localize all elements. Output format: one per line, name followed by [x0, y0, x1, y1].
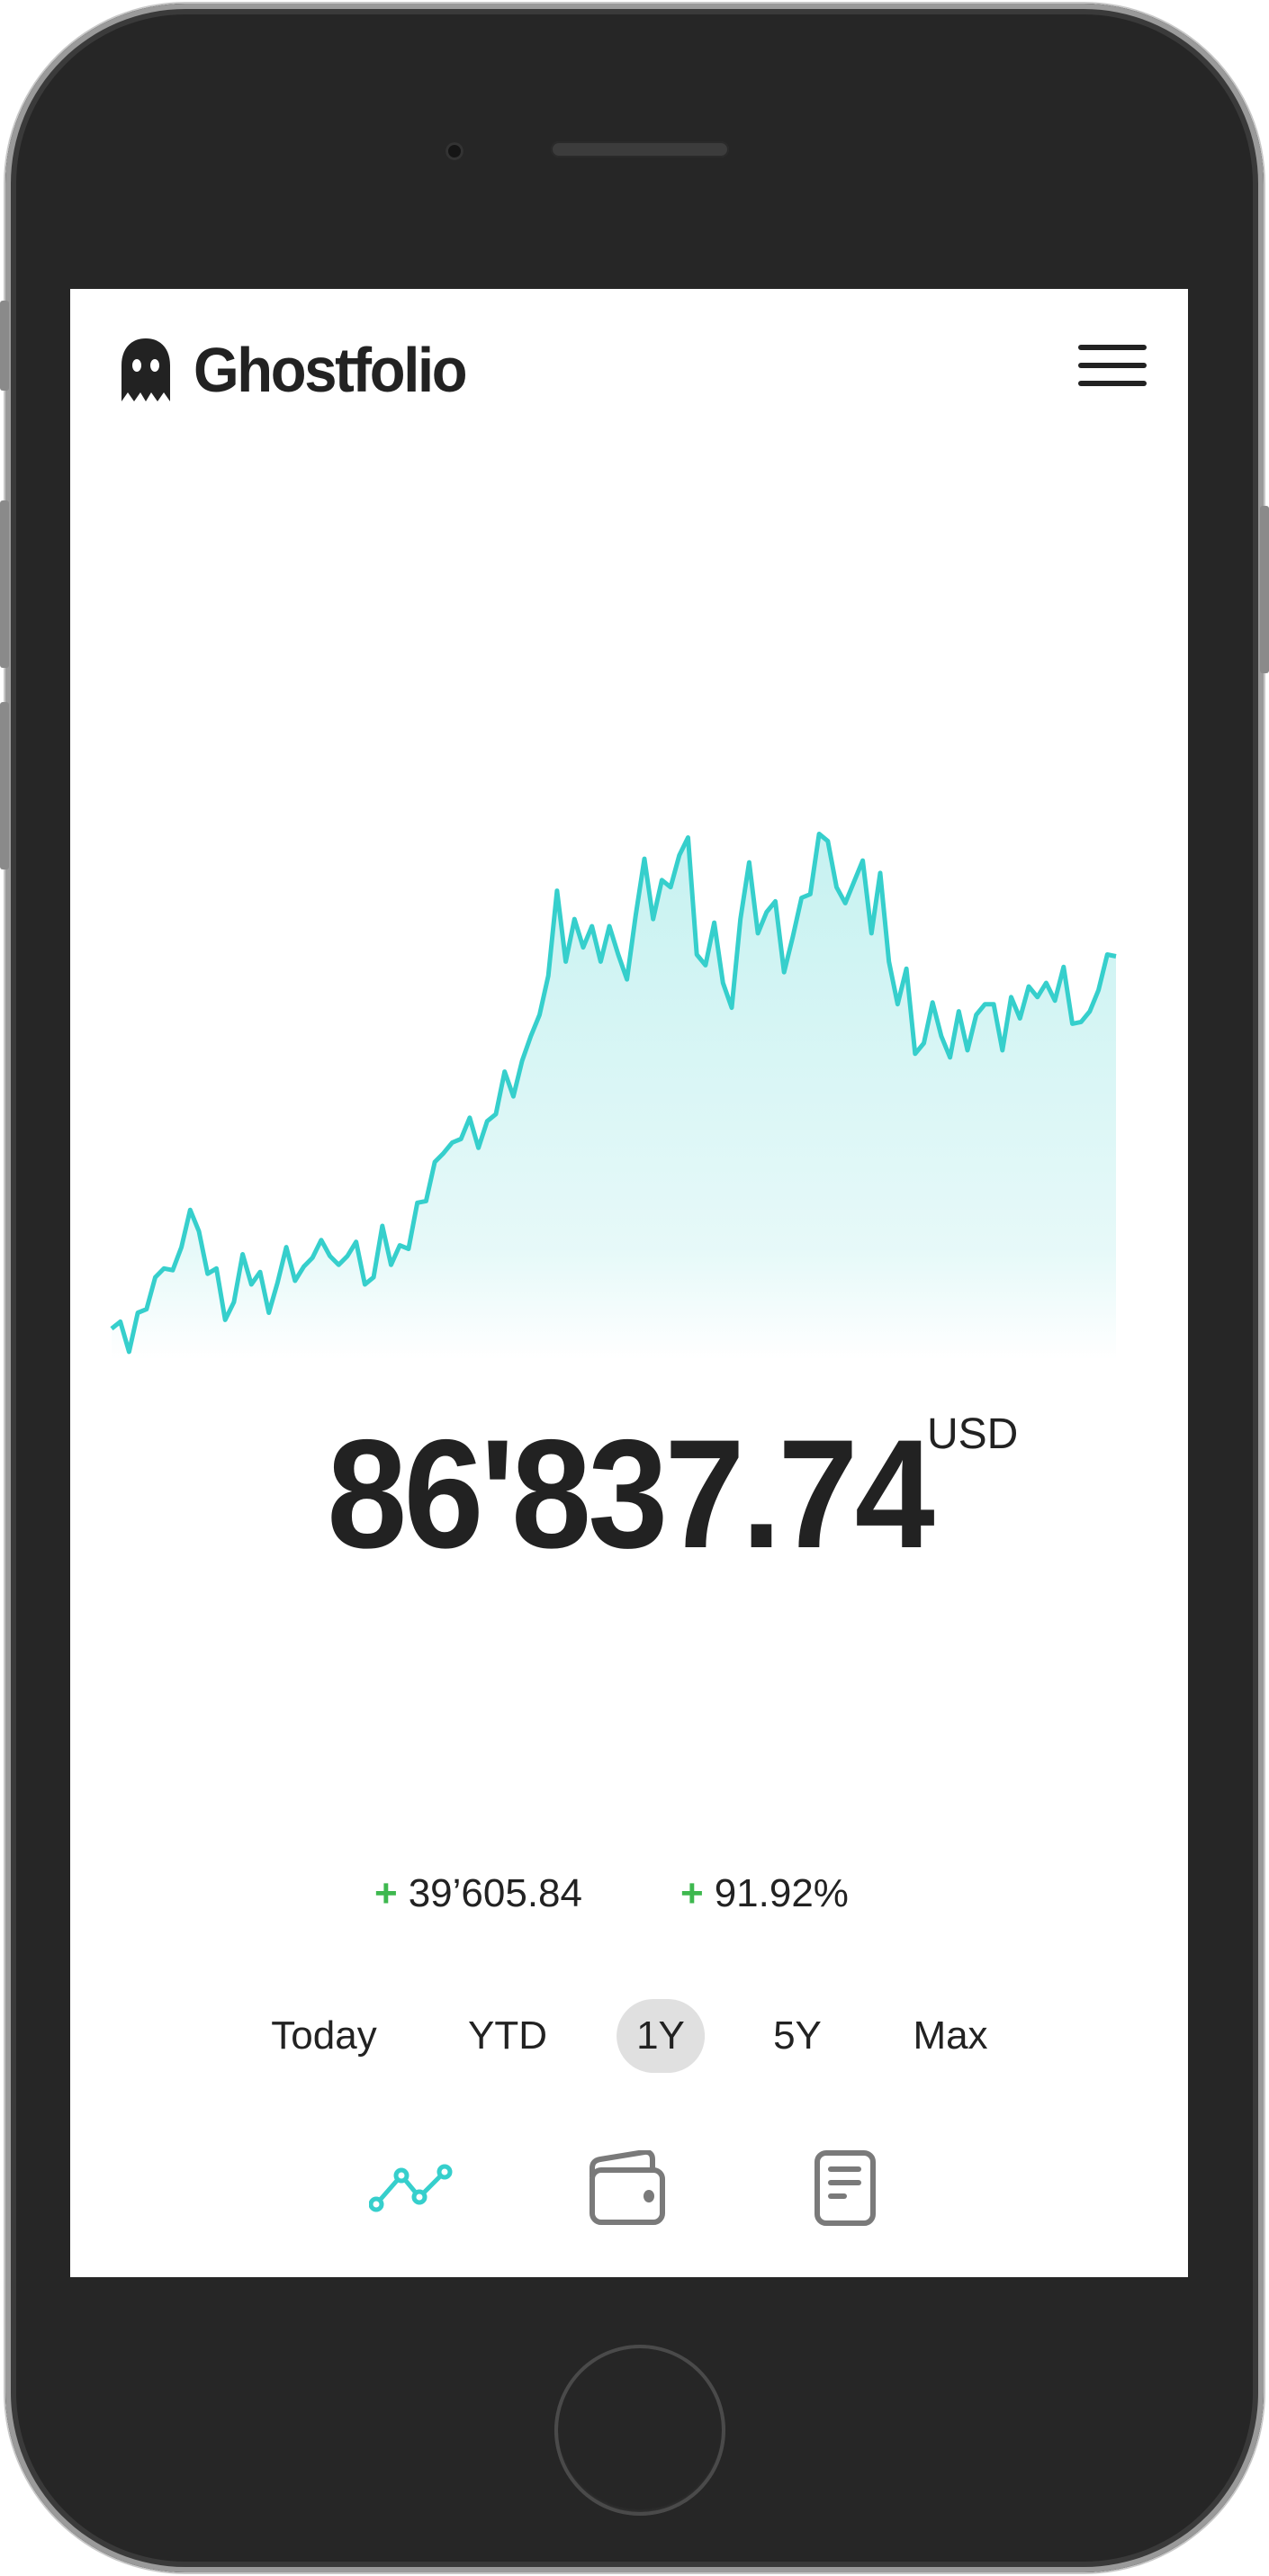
bottom-navigation	[70, 2143, 1188, 2233]
plus-sign: +	[680, 1871, 704, 1915]
document-icon	[814, 2150, 876, 2226]
nav-holdings[interactable]	[583, 2143, 673, 2233]
line-chart-icon	[369, 2164, 453, 2212]
app-screen: Ghostfolio 86'837.74 USD + 39’605.84 + 9…	[70, 289, 1188, 2277]
date-range-selector: Today YTD 1Y 5Y Max	[70, 1999, 1188, 2073]
range-5y[interactable]: 5Y	[773, 2013, 822, 2058]
volume-up-button	[0, 500, 9, 668]
absolute-change: + 39’605.84	[374, 1871, 582, 1916]
front-camera	[446, 142, 464, 160]
percent-change-value: 91.92%	[714, 1871, 849, 1915]
range-today[interactable]: Today	[271, 2013, 377, 2058]
power-button	[1260, 506, 1269, 673]
range-1y[interactable]: 1Y	[616, 1999, 705, 2073]
chart-series-line	[110, 832, 1117, 1355]
range-max[interactable]: Max	[913, 2013, 988, 2058]
brand-name: Ghostfolio	[194, 335, 468, 405]
mute-switch	[0, 301, 9, 391]
ghost-icon	[122, 338, 170, 401]
nav-reports[interactable]	[800, 2143, 890, 2233]
hamburger-menu-icon[interactable]	[1078, 345, 1147, 386]
percent-change: + 91.92%	[680, 1871, 849, 1916]
portfolio-chart	[110, 832, 1117, 1360]
menu-bar	[1078, 363, 1147, 368]
nav-overview[interactable]	[367, 2143, 457, 2233]
currency-label: USD	[927, 1410, 1019, 1458]
menu-bar	[1078, 345, 1147, 350]
app-logo[interactable]: Ghostfolio	[120, 334, 486, 406]
plus-sign: +	[374, 1871, 398, 1915]
portfolio-value-row: 86'837.74	[70, 1405, 1188, 1583]
earpiece-speaker	[551, 141, 729, 158]
absolute-change-value: 39’605.84	[408, 1871, 582, 1915]
chart-area-fill	[112, 833, 1116, 1360]
wallet-icon	[590, 2150, 665, 2225]
range-ytd[interactable]: YTD	[468, 2013, 547, 2058]
menu-bar	[1078, 381, 1147, 386]
home-button[interactable]	[554, 2345, 725, 2516]
volume-down-button	[0, 702, 9, 869]
portfolio-value: 86'837.74	[327, 1408, 934, 1581]
